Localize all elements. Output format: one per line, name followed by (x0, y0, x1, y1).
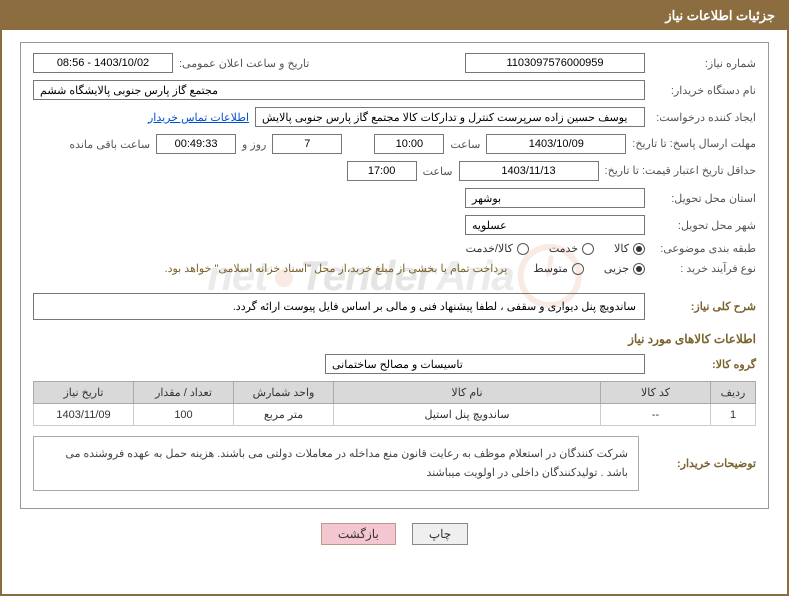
price-valid-label: حداقل تاریخ اعتبار قیمت: تا تاریخ: (605, 164, 756, 178)
overview-label: شرح کلی نیاز: (651, 300, 756, 313)
td-qty: 100 (134, 404, 234, 426)
days-label: روز و (242, 138, 266, 151)
td-date: 1403/11/09 (34, 404, 134, 426)
group-label: گروه کالا: (651, 358, 756, 371)
buyer-org-field: مجتمع گاز پارس جنوبی پالایشگاه ششم (33, 80, 645, 100)
radio-icon (633, 243, 645, 255)
city-label: شهر محل تحویل: (651, 219, 756, 232)
radio-small[interactable]: جزیی (604, 262, 645, 275)
price-valid-date-field: 1403/11/13 (459, 161, 599, 181)
form-panel: Aria Tender ● net شماره نیاز: 1103097576… (20, 42, 769, 509)
th-name: نام کالا (334, 382, 601, 404)
category-radio-group: کالا خدمت کالا/خدمت (466, 242, 645, 255)
row-need-no: شماره نیاز: 1103097576000959 تاریخ و ساع… (33, 53, 756, 73)
goods-info-title: اطلاعات کالاهای مورد نیاز (33, 332, 756, 346)
reply-hour-field: 10:00 (374, 134, 444, 154)
creator-label: ایجاد کننده درخواست: (651, 111, 756, 124)
td-row: 1 (711, 404, 756, 426)
hour-label-1: ساعت (450, 138, 480, 151)
th-qty: تعداد / مقدار (134, 382, 234, 404)
radio-both[interactable]: کالا/خدمت (466, 242, 529, 255)
province-field: بوشهر (465, 188, 645, 208)
row-price-valid: حداقل تاریخ اعتبار قیمت: تا تاریخ: 1403/… (33, 161, 756, 181)
reply-date-field: 1403/10/09 (486, 134, 626, 154)
row-purchase-type: نوع فرآیند خرید : جزیی متوسط پرداخت تمام… (33, 262, 756, 275)
buyer-org-label: نام دستگاه خریدار: (651, 84, 756, 97)
td-name: ساندویچ پنل استیل (334, 404, 601, 426)
buyer-notes-label: توضیحات خریدار: (651, 457, 756, 470)
row-city: شهر محل تحویل: عسلویه (33, 215, 756, 235)
purchase-type-label: نوع فرآیند خرید : (651, 262, 756, 275)
row-buyer-org: نام دستگاه خریدار: مجتمع گاز پارس جنوبی … (33, 80, 756, 100)
radio-icon (572, 263, 584, 275)
category-label: طبقه بندی موضوعی: (651, 242, 756, 255)
purchase-type-radio-group: جزیی متوسط (533, 262, 645, 275)
need-no-field: 1103097576000959 (465, 53, 645, 73)
price-valid-hour-field: 17:00 (347, 161, 417, 181)
group-field: تاسیسات و مصالح ساختمانی (325, 354, 645, 374)
city-field: عسلویه (465, 215, 645, 235)
province-label: استان محل تحویل: (651, 192, 756, 205)
radio-icon (517, 243, 529, 255)
remain-label: ساعت باقی مانده (69, 138, 150, 151)
td-code: -- (601, 404, 711, 426)
row-reply-deadline: مهلت ارسال پاسخ: تا تاریخ: 1403/10/09 سا… (33, 134, 756, 154)
row-group: گروه کالا: تاسیسات و مصالح ساختمانی (33, 354, 756, 374)
panel-header: جزئیات اطلاعات نیاز (2, 2, 787, 30)
row-overview: شرح کلی نیاز: ساندویچ پنل دیواری و سقفی … (33, 293, 756, 320)
row-category: طبقه بندی موضوعی: کالا خدمت کالا/خدمت (33, 242, 756, 255)
radio-icon (633, 263, 645, 275)
creator-field: یوسف حسین زاده سرپرست کنترل و تدارکات کا… (255, 107, 645, 127)
days-field: 7 (272, 134, 342, 154)
table-header-row: ردیف کد کالا نام کالا واحد شمارش تعداد /… (34, 382, 756, 404)
th-date: تاریخ نیاز (34, 382, 134, 404)
th-code: کد کالا (601, 382, 711, 404)
th-unit: واحد شمارش (234, 382, 334, 404)
countdown-field: 00:49:33 (156, 134, 236, 154)
purchase-note: پرداخت تمام یا بخشی از مبلغ خرید،از محل … (165, 262, 508, 275)
row-province: استان محل تحویل: بوشهر (33, 188, 756, 208)
content-area: Aria Tender ● net شماره نیاز: 1103097576… (2, 30, 787, 553)
radio-icon (582, 243, 594, 255)
reply-deadline-label: مهلت ارسال پاسخ: تا تاریخ: (632, 137, 756, 151)
announce-field: 1403/10/02 - 08:56 (33, 53, 173, 73)
buyer-notes-field: شرکت کنندگان در استعلام موظف به رعایت قا… (33, 436, 639, 491)
announce-label: تاریخ و ساعت اعلان عمومی: (179, 57, 309, 70)
print-button[interactable]: چاپ (412, 523, 468, 545)
main-panel: جزئیات اطلاعات نیاز Aria Tender ● net شم… (0, 0, 789, 596)
th-row: ردیف (711, 382, 756, 404)
row-buyer-notes: توضیحات خریدار: شرکت کنندگان در استعلام … (33, 436, 756, 491)
td-unit: متر مربع (234, 404, 334, 426)
panel-title: جزئیات اطلاعات نیاز (665, 8, 775, 23)
back-button[interactable]: بازگشت (321, 523, 396, 545)
goods-table: ردیف کد کالا نام کالا واحد شمارش تعداد /… (33, 381, 756, 426)
contact-link[interactable]: اطلاعات تماس خریدار (148, 111, 249, 124)
button-row: چاپ بازگشت (20, 523, 769, 545)
radio-medium[interactable]: متوسط (533, 262, 584, 275)
table-row: 1 -- ساندویچ پنل استیل متر مربع 100 1403… (34, 404, 756, 426)
row-creator: ایجاد کننده درخواست: یوسف حسین زاده سرپر… (33, 107, 756, 127)
need-no-label: شماره نیاز: (651, 57, 756, 70)
overview-field: ساندویچ پنل دیواری و سقفی ، لطفا پیشنهاد… (33, 293, 645, 320)
radio-service[interactable]: خدمت (549, 242, 594, 255)
hour-label-2: ساعت (423, 165, 453, 178)
radio-goods[interactable]: کالا (614, 242, 645, 255)
